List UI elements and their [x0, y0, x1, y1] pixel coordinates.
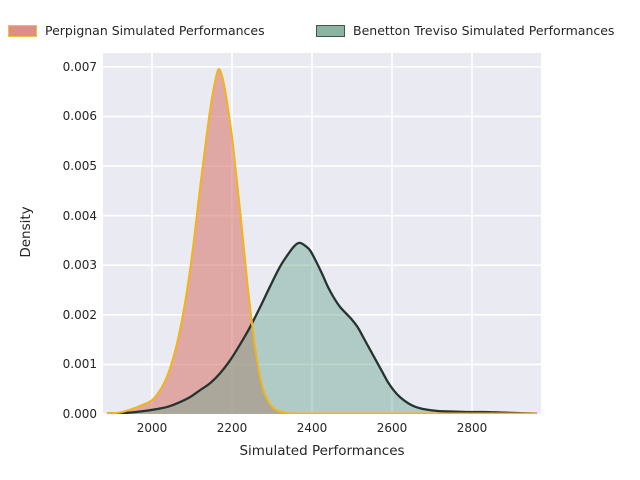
density-chart — [103, 53, 541, 414]
perpignan-density-curve — [107, 68, 537, 414]
y-axis-label: Density — [18, 206, 34, 258]
y-tick-label: 0.002 — [62, 307, 97, 322]
y-tick-label: 0.006 — [62, 109, 97, 124]
plot-area — [103, 53, 541, 414]
legend-label-benetton: Benetton Treviso Simulated Performances — [353, 23, 615, 38]
y-tick-label: 0.005 — [62, 159, 97, 174]
x-tick-label: 2000 — [136, 421, 168, 435]
x-tick-label: 2200 — [216, 421, 248, 435]
benetton-density-fill — [108, 242, 536, 414]
x-axis-label: Simulated Performances — [239, 443, 405, 459]
x-tick-label: 2400 — [296, 421, 328, 435]
perpignan-density-fill — [108, 69, 536, 414]
x-tick-label: 2800 — [456, 421, 488, 435]
y-tick-label: 0.003 — [62, 258, 97, 273]
legend-swatch-benetton — [316, 25, 345, 37]
x-tick-label: 2600 — [376, 421, 408, 435]
y-tick-label: 0.004 — [62, 208, 97, 223]
y-tick-label: 0.007 — [62, 59, 97, 74]
y-tick-label: 0.001 — [62, 357, 97, 372]
benetton-density-curve — [106, 241, 538, 414]
legend-label-perpignan: Perpignan Simulated Performances — [45, 23, 265, 38]
legend-swatch-perpignan — [8, 25, 37, 37]
y-tick-label: 0.000 — [62, 407, 97, 421]
